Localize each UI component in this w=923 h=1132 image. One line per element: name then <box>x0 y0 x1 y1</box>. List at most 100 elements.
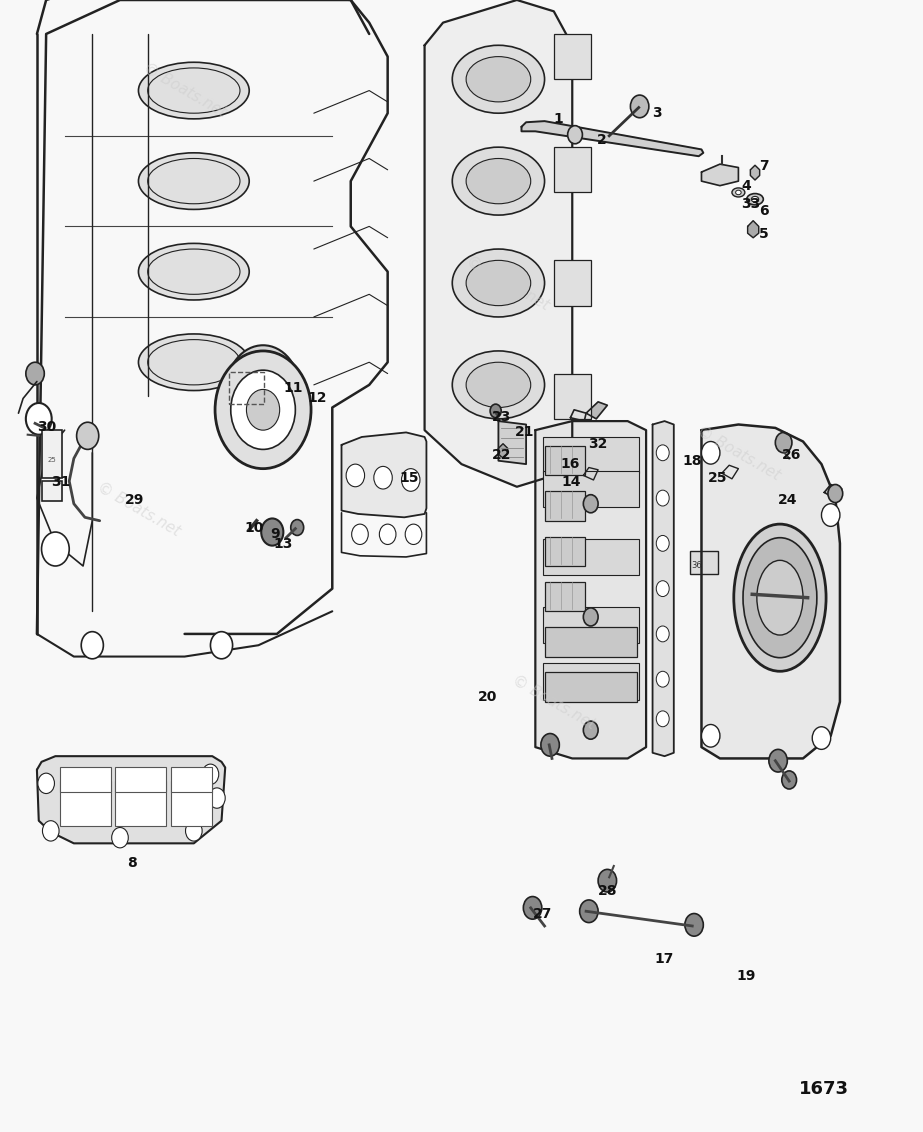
Text: 17: 17 <box>655 952 674 966</box>
Circle shape <box>231 370 295 449</box>
Polygon shape <box>586 402 607 419</box>
Text: 18: 18 <box>682 454 702 468</box>
Ellipse shape <box>757 560 803 635</box>
Circle shape <box>656 490 669 506</box>
Bar <box>229 372 264 404</box>
Circle shape <box>656 445 669 461</box>
Circle shape <box>26 403 52 435</box>
Circle shape <box>240 362 286 419</box>
Ellipse shape <box>747 194 763 205</box>
Bar <box>60 767 111 792</box>
Circle shape <box>782 771 797 789</box>
Bar <box>115 781 166 826</box>
Polygon shape <box>342 432 426 517</box>
Bar <box>554 147 591 192</box>
Text: 2: 2 <box>597 134 606 147</box>
Ellipse shape <box>751 197 759 203</box>
Circle shape <box>583 495 598 513</box>
Ellipse shape <box>138 153 249 209</box>
Polygon shape <box>498 444 508 458</box>
Bar <box>545 672 637 702</box>
Text: © Boats.net: © Boats.net <box>509 672 598 731</box>
Circle shape <box>523 897 542 919</box>
Polygon shape <box>701 424 840 758</box>
Circle shape <box>583 721 598 739</box>
Text: 11: 11 <box>283 381 304 395</box>
Polygon shape <box>750 165 760 180</box>
Circle shape <box>656 711 669 727</box>
Circle shape <box>42 821 59 841</box>
Ellipse shape <box>466 57 531 102</box>
Polygon shape <box>653 421 674 756</box>
Circle shape <box>490 404 501 418</box>
Text: 8: 8 <box>127 856 137 869</box>
Circle shape <box>598 869 617 892</box>
Text: 25: 25 <box>47 456 56 463</box>
Circle shape <box>583 608 598 626</box>
Polygon shape <box>824 484 842 500</box>
Text: 14: 14 <box>561 475 581 489</box>
Text: 13: 13 <box>274 538 293 551</box>
Text: 12: 12 <box>307 392 328 405</box>
Circle shape <box>42 532 69 566</box>
Circle shape <box>261 518 283 546</box>
Text: 31: 31 <box>52 475 70 489</box>
Circle shape <box>346 464 365 487</box>
Text: 19: 19 <box>737 969 755 983</box>
Bar <box>554 260 591 306</box>
Bar <box>543 471 639 507</box>
Polygon shape <box>37 756 225 843</box>
Polygon shape <box>425 0 572 487</box>
Circle shape <box>77 422 99 449</box>
Bar <box>60 781 111 826</box>
Circle shape <box>352 524 368 544</box>
Text: 5: 5 <box>760 228 769 241</box>
Circle shape <box>202 764 219 784</box>
Ellipse shape <box>732 188 745 197</box>
Circle shape <box>246 389 280 430</box>
Polygon shape <box>535 421 646 758</box>
Circle shape <box>812 727 831 749</box>
Text: 20: 20 <box>478 691 497 704</box>
Bar <box>545 627 637 657</box>
Bar <box>545 446 585 475</box>
Text: 10: 10 <box>245 521 263 534</box>
Circle shape <box>186 821 202 841</box>
Text: 32: 32 <box>589 437 607 451</box>
Ellipse shape <box>466 362 531 408</box>
Ellipse shape <box>743 538 817 658</box>
Text: © Boats.net: © Boats.net <box>463 254 552 312</box>
Text: 27: 27 <box>533 907 552 920</box>
Circle shape <box>656 671 669 687</box>
Polygon shape <box>748 221 759 238</box>
Circle shape <box>226 345 300 436</box>
Text: 16: 16 <box>561 457 580 471</box>
Polygon shape <box>701 164 738 186</box>
Bar <box>115 767 166 792</box>
Bar <box>543 539 639 575</box>
Text: 28: 28 <box>597 884 617 898</box>
Ellipse shape <box>138 334 249 391</box>
Circle shape <box>81 632 103 659</box>
Bar <box>543 607 639 643</box>
Circle shape <box>701 724 720 747</box>
Bar <box>545 491 585 521</box>
Circle shape <box>568 126 582 144</box>
Text: 1: 1 <box>554 112 563 126</box>
Text: © Boats.net: © Boats.net <box>140 61 229 120</box>
Bar <box>543 663 639 700</box>
Text: 25: 25 <box>708 471 728 484</box>
Circle shape <box>541 734 559 756</box>
Circle shape <box>630 95 649 118</box>
Circle shape <box>656 535 669 551</box>
Text: 4: 4 <box>741 179 750 192</box>
Bar <box>42 430 62 478</box>
Circle shape <box>215 351 311 469</box>
Ellipse shape <box>452 45 545 113</box>
Text: © Boats.net: © Boats.net <box>94 480 183 539</box>
Bar <box>543 437 639 473</box>
Polygon shape <box>570 410 586 421</box>
Circle shape <box>405 524 422 544</box>
Bar <box>171 767 212 792</box>
Polygon shape <box>498 421 526 464</box>
